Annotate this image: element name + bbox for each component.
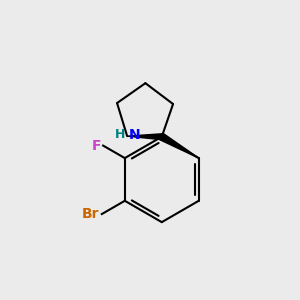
- Polygon shape: [127, 134, 162, 140]
- Polygon shape: [160, 134, 199, 158]
- Text: Br: Br: [82, 207, 100, 221]
- Text: N: N: [129, 128, 140, 142]
- Text: H: H: [115, 128, 126, 141]
- Text: F: F: [91, 139, 101, 153]
